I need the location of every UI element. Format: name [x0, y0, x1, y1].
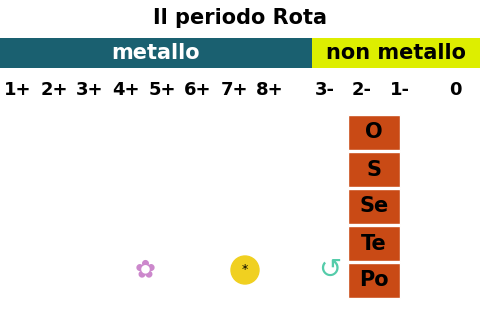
Circle shape	[231, 256, 259, 284]
Text: 3+: 3+	[76, 81, 104, 99]
Text: *: *	[242, 263, 248, 276]
Text: 2+: 2+	[40, 81, 68, 99]
FancyBboxPatch shape	[312, 38, 480, 68]
Text: 4+: 4+	[112, 81, 140, 99]
Text: ✿: ✿	[134, 258, 156, 282]
FancyBboxPatch shape	[0, 38, 312, 68]
FancyBboxPatch shape	[348, 189, 400, 224]
FancyBboxPatch shape	[348, 115, 400, 150]
FancyBboxPatch shape	[348, 152, 400, 187]
Text: non metallo: non metallo	[326, 43, 466, 63]
Text: 3-: 3-	[315, 81, 335, 99]
Text: ↺: ↺	[318, 256, 342, 284]
Text: 5+: 5+	[148, 81, 176, 99]
Text: metallo: metallo	[112, 43, 200, 63]
FancyBboxPatch shape	[348, 263, 400, 298]
FancyBboxPatch shape	[348, 226, 400, 261]
Text: S: S	[367, 159, 382, 180]
Text: 8+: 8+	[256, 81, 284, 99]
Text: Se: Se	[360, 196, 389, 217]
Text: Il periodo Rota: Il periodo Rota	[153, 8, 327, 28]
Text: 6+: 6+	[184, 81, 212, 99]
Text: Po: Po	[359, 270, 389, 291]
Text: 2-: 2-	[352, 81, 372, 99]
Text: 7+: 7+	[220, 81, 248, 99]
Text: Te: Te	[361, 234, 387, 253]
Text: 1+: 1+	[4, 81, 32, 99]
Text: O: O	[365, 123, 383, 142]
Text: 0: 0	[449, 81, 461, 99]
Text: 1-: 1-	[390, 81, 410, 99]
